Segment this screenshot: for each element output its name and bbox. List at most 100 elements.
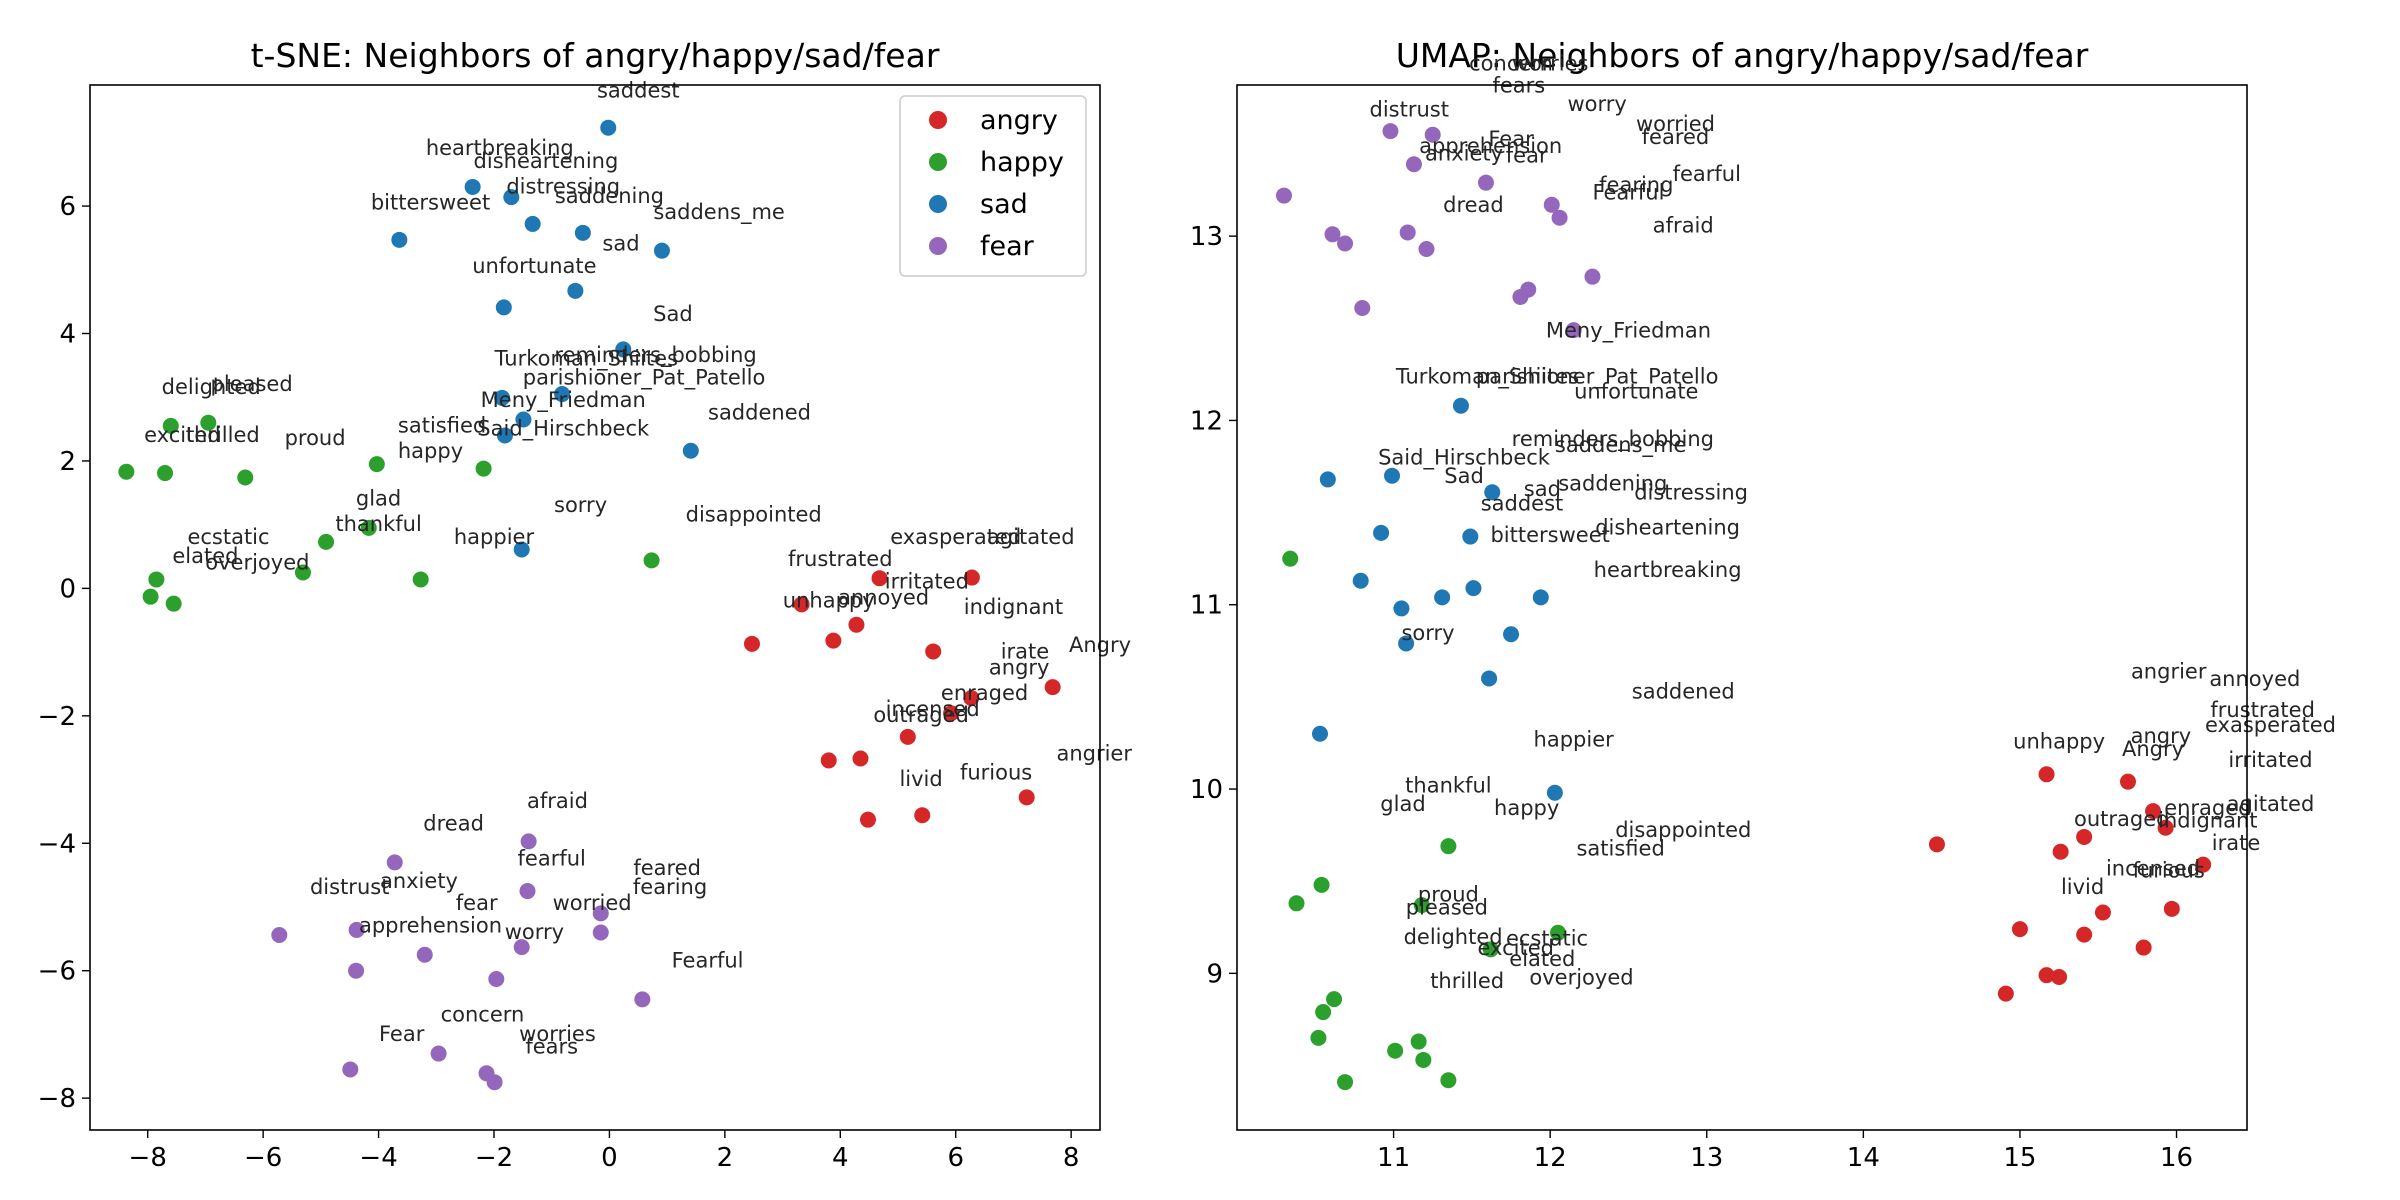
word-label: disheartening — [474, 149, 619, 173]
word-label: saddened — [708, 401, 811, 425]
word-label: delighted — [1404, 925, 1503, 949]
word-label: Fearful — [1593, 180, 1665, 204]
chart-title: t-SNE: Neighbors of angry/happy/sad/fear — [251, 36, 940, 75]
x-tick-label: 12 — [1534, 1143, 1567, 1173]
word-label: Said_Hirschbeck — [1378, 446, 1551, 471]
point-fear — [1418, 241, 1435, 258]
word-label: fears — [525, 1035, 578, 1059]
point-fear — [348, 921, 365, 938]
word-label: agitated — [2227, 792, 2315, 816]
word-label: enraged — [2164, 796, 2251, 820]
point-happy — [1440, 1072, 1457, 1089]
word-label: distrust — [1370, 97, 1449, 121]
word-label: unfortunate — [472, 254, 596, 278]
word-label: pleased — [211, 372, 293, 396]
word-label: enraged — [941, 681, 1028, 705]
point-fear — [1477, 174, 1494, 191]
word-label: indignant — [964, 595, 1063, 619]
word-label: Turkoman_Shiites — [1395, 365, 1579, 390]
y-tick-label: 10 — [1190, 775, 1223, 805]
word-label: dread — [1443, 193, 1504, 217]
point-happy — [360, 519, 377, 536]
point-angry — [2157, 819, 2174, 836]
x-tick-label: 14 — [1847, 1143, 1880, 1173]
x-tick-label: 16 — [2160, 1143, 2193, 1173]
word-label: Angry — [2122, 737, 2184, 761]
point-sad — [524, 215, 541, 232]
word-label: Fear — [379, 1022, 425, 1046]
point-fear — [386, 854, 403, 871]
point-happy — [1315, 1004, 1332, 1021]
point-fear — [1382, 123, 1399, 140]
legend-label-sad: sad — [980, 189, 1028, 220]
x-tick-label: 2 — [717, 1143, 734, 1173]
word-label: Sad — [653, 302, 693, 326]
point-fear — [416, 946, 433, 963]
word-label: Said_Hirschbeck — [477, 416, 650, 441]
word-label: worried — [553, 891, 632, 915]
word-label: frustrated — [788, 547, 893, 571]
word-label: disappointed — [1615, 818, 1751, 842]
word-label: agitated — [987, 525, 1075, 549]
y-tick-label: −2 — [38, 702, 76, 732]
word-label: furious — [2133, 859, 2205, 883]
word-label: ecstatic — [187, 525, 269, 549]
point-fear — [342, 1061, 359, 1078]
point-sad — [1319, 471, 1336, 488]
point-happy — [1282, 550, 1299, 567]
word-label: Meny_Friedman — [1546, 318, 1711, 343]
word-label: irate — [2212, 831, 2261, 855]
umap-panel: UMAP: Neighbors of angry/happy/sad/fearc… — [1190, 36, 2336, 1173]
word-label: anxiety — [1425, 142, 1503, 166]
word-label: fearing — [1599, 173, 1673, 197]
point-fear — [1565, 322, 1582, 339]
y-tick-label: 2 — [59, 447, 76, 477]
point-happy — [162, 417, 179, 434]
y-tick-label: 4 — [59, 320, 76, 350]
word-label: worried — [1636, 112, 1715, 136]
point-sad — [1393, 600, 1410, 617]
axes-frame — [89, 84, 1101, 1131]
legend-marker-fear — [929, 237, 947, 255]
point-happy — [142, 588, 159, 605]
point-happy — [1550, 924, 1567, 941]
point-sad — [1465, 580, 1482, 597]
word-label: thankful — [1405, 774, 1491, 798]
point-angry — [852, 750, 869, 767]
point-angry — [2076, 926, 2093, 943]
point-angry — [2052, 843, 2069, 860]
word-label: saddened — [1632, 680, 1735, 704]
point-angry — [2076, 828, 2093, 845]
word-label: glad — [1380, 792, 1425, 816]
word-label: annoyed — [2209, 667, 2300, 691]
point-angry — [820, 752, 837, 769]
point-angry — [943, 705, 960, 722]
point-happy — [200, 414, 217, 431]
point-happy — [1440, 838, 1457, 855]
point-sad — [1481, 670, 1498, 687]
word-label: irritated — [2228, 748, 2312, 772]
point-happy — [1410, 1033, 1427, 1050]
word-label: worry — [1567, 92, 1626, 116]
word-label: unhappy — [783, 589, 875, 613]
word-label: exasperated — [2205, 713, 2336, 737]
point-sad — [1434, 589, 1451, 606]
word-label: frustrated — [2210, 698, 2315, 722]
point-sad — [496, 427, 513, 444]
word-label: thrilled — [186, 423, 260, 447]
x-tick-label: 8 — [1063, 1143, 1080, 1173]
y-tick-label: 0 — [59, 574, 76, 604]
point-sad — [1384, 467, 1401, 484]
point-fear — [486, 1074, 503, 1091]
word-label: incensed — [2106, 857, 2200, 881]
point-fear — [430, 1045, 447, 1062]
word-label: fearful — [518, 847, 586, 871]
word-label: angry — [989, 655, 1050, 679]
word-label: saddening — [555, 184, 664, 208]
word-label: irate — [1001, 639, 1050, 663]
y-tick-label: 9 — [1206, 959, 1223, 989]
word-label: bittersweet — [1490, 523, 1609, 547]
point-sad — [1503, 626, 1520, 643]
word-label: glad — [356, 487, 401, 511]
point-fear — [1543, 196, 1560, 213]
